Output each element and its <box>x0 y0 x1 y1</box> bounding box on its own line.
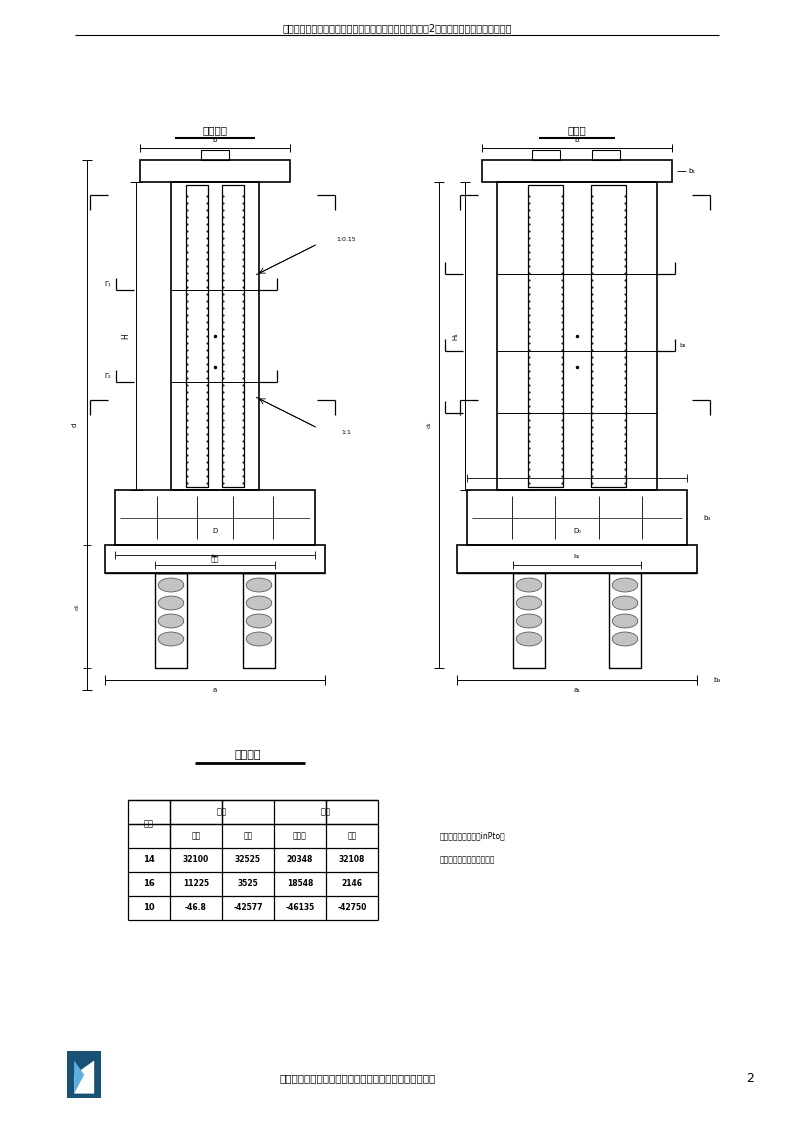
Text: -42577: -42577 <box>233 904 263 913</box>
Text: 沪蓉高速公路武汉至荆门段一期土建工程第五标段汉北河2号特大桥薄壁空心墩施工方案: 沪蓉高速公路武汉至荆门段一期土建工程第五标段汉北河2号特大桥薄壁空心墩施工方案 <box>282 22 512 33</box>
Text: 11225: 11225 <box>183 879 209 888</box>
Bar <box>186 185 208 487</box>
Text: 2146: 2146 <box>341 879 363 888</box>
Text: 2: 2 <box>746 1071 754 1085</box>
Text: 注：表中数值（单位inPto）: 注：表中数值（单位inPto） <box>440 831 506 840</box>
Polygon shape <box>74 1060 84 1094</box>
Text: b₁: b₁ <box>688 168 696 174</box>
Bar <box>243 573 275 668</box>
Text: d₀: d₀ <box>75 603 79 610</box>
Ellipse shape <box>612 596 638 610</box>
Text: b₃: b₃ <box>703 514 711 520</box>
Text: -42750: -42750 <box>337 904 367 913</box>
Polygon shape <box>74 1060 94 1094</box>
Text: 3525: 3525 <box>237 879 258 888</box>
Text: D: D <box>212 528 218 535</box>
Ellipse shape <box>158 578 183 592</box>
Text: 承台: 承台 <box>210 556 219 563</box>
Text: b₀: b₀ <box>212 554 218 558</box>
Text: 钢筋统计: 钢筋统计 <box>235 750 261 760</box>
Text: 总根数: 总根数 <box>293 831 307 840</box>
Text: 序号: 序号 <box>144 820 154 829</box>
Bar <box>513 573 545 668</box>
Bar <box>497 182 657 490</box>
Text: Γ₁: Γ₁ <box>105 281 111 286</box>
Ellipse shape <box>516 614 542 628</box>
Ellipse shape <box>246 614 272 628</box>
Text: -46135: -46135 <box>285 904 314 913</box>
Text: b: b <box>213 137 218 143</box>
Ellipse shape <box>158 596 183 610</box>
Text: D₀: D₀ <box>573 528 581 535</box>
Bar <box>140 159 290 182</box>
Text: b₅: b₅ <box>574 554 580 558</box>
Ellipse shape <box>246 596 272 610</box>
Ellipse shape <box>612 614 638 628</box>
Text: 1:1: 1:1 <box>341 430 351 435</box>
Text: 单根: 单根 <box>321 807 331 816</box>
Text: 18548: 18548 <box>287 879 313 888</box>
Text: d₁: d₁ <box>426 422 431 428</box>
Text: -46.8: -46.8 <box>185 904 207 913</box>
Text: 顶节段: 顶节段 <box>568 125 587 135</box>
Text: 10: 10 <box>143 904 155 913</box>
Text: 标准节段: 标准节段 <box>202 125 228 135</box>
Text: 20348: 20348 <box>287 856 313 865</box>
Bar <box>592 150 620 159</box>
Bar <box>482 159 672 182</box>
Text: Γ₂: Γ₂ <box>105 373 111 380</box>
Bar <box>457 545 697 573</box>
Bar <box>609 573 641 668</box>
Bar <box>532 150 560 159</box>
Bar <box>155 573 187 668</box>
Text: 钢筋数量均为单侧数量计。: 钢筋数量均为单侧数量计。 <box>440 856 495 865</box>
Text: 直径: 直径 <box>191 831 201 840</box>
Bar <box>467 490 687 545</box>
Ellipse shape <box>246 578 272 592</box>
Text: d: d <box>72 423 78 427</box>
Bar <box>528 185 563 487</box>
Text: a₁: a₁ <box>573 687 580 693</box>
Ellipse shape <box>612 578 638 592</box>
Ellipse shape <box>158 614 183 628</box>
Ellipse shape <box>516 632 542 646</box>
Bar <box>115 490 315 545</box>
Bar <box>201 150 229 159</box>
Text: 根数: 根数 <box>244 831 252 840</box>
Text: 中铁十局集团有限公司武荆高速一期土建五标项目经理部: 中铁十局集团有限公司武荆高速一期土建五标项目经理部 <box>280 1072 436 1083</box>
Text: H₁: H₁ <box>452 332 458 340</box>
Bar <box>105 545 325 573</box>
Text: H: H <box>121 334 130 339</box>
Text: b: b <box>575 137 579 143</box>
Text: 合计: 合计 <box>217 807 227 816</box>
Bar <box>170 800 222 824</box>
Text: 1:0.15: 1:0.15 <box>336 237 356 243</box>
Bar <box>222 185 244 487</box>
Text: 32525: 32525 <box>235 856 261 865</box>
Text: 16: 16 <box>143 879 155 888</box>
Ellipse shape <box>612 632 638 646</box>
Ellipse shape <box>246 632 272 646</box>
Text: b₂: b₂ <box>679 343 685 348</box>
Text: 重量: 重量 <box>348 831 357 840</box>
Bar <box>591 185 626 487</box>
Ellipse shape <box>516 596 542 610</box>
Ellipse shape <box>158 632 183 646</box>
Bar <box>171 182 259 490</box>
Text: 14: 14 <box>143 856 155 865</box>
Text: b₄: b₄ <box>714 677 721 683</box>
Text: 32100: 32100 <box>183 856 209 865</box>
Text: a: a <box>213 687 217 693</box>
Bar <box>274 800 326 824</box>
Text: 32108: 32108 <box>339 856 365 865</box>
Ellipse shape <box>516 578 542 592</box>
Bar <box>128 824 170 848</box>
